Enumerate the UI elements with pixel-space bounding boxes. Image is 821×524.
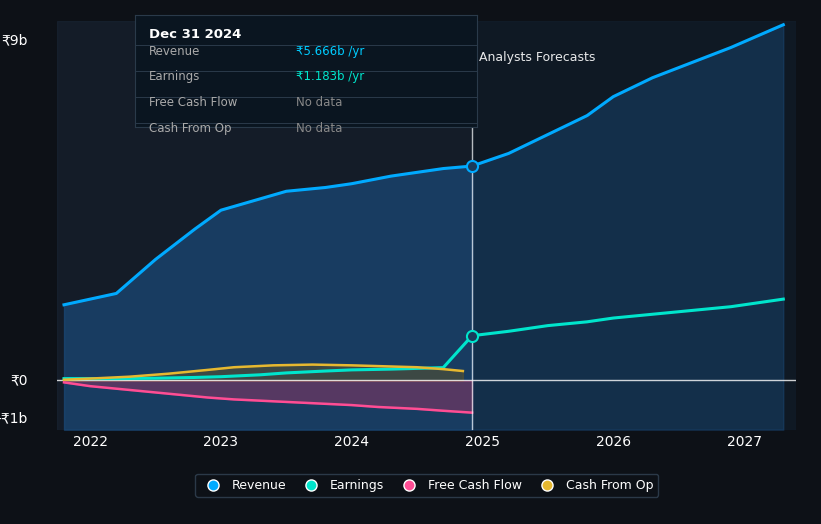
Text: Cash From Op: Cash From Op (149, 122, 232, 135)
Text: Dec 31 2024: Dec 31 2024 (149, 28, 241, 41)
Text: No data: No data (296, 122, 342, 135)
Text: No data: No data (296, 96, 342, 109)
Text: -₹1b: -₹1b (0, 411, 28, 425)
Text: Analysts Forecasts: Analysts Forecasts (479, 51, 595, 64)
Text: Past: Past (439, 51, 466, 64)
Bar (57, 21, 472, 430)
Text: ₹0: ₹0 (11, 374, 28, 387)
Text: Free Cash Flow: Free Cash Flow (149, 96, 237, 109)
Text: ₹5.666b /yr: ₹5.666b /yr (296, 45, 365, 58)
Bar (472, 21, 796, 430)
Text: Revenue: Revenue (149, 45, 200, 58)
Text: ₹1.183b /yr: ₹1.183b /yr (296, 70, 364, 83)
Legend: Revenue, Earnings, Free Cash Flow, Cash From Op: Revenue, Earnings, Free Cash Flow, Cash … (195, 474, 658, 497)
Text: ₹9b: ₹9b (2, 33, 28, 47)
Text: Earnings: Earnings (149, 70, 200, 83)
